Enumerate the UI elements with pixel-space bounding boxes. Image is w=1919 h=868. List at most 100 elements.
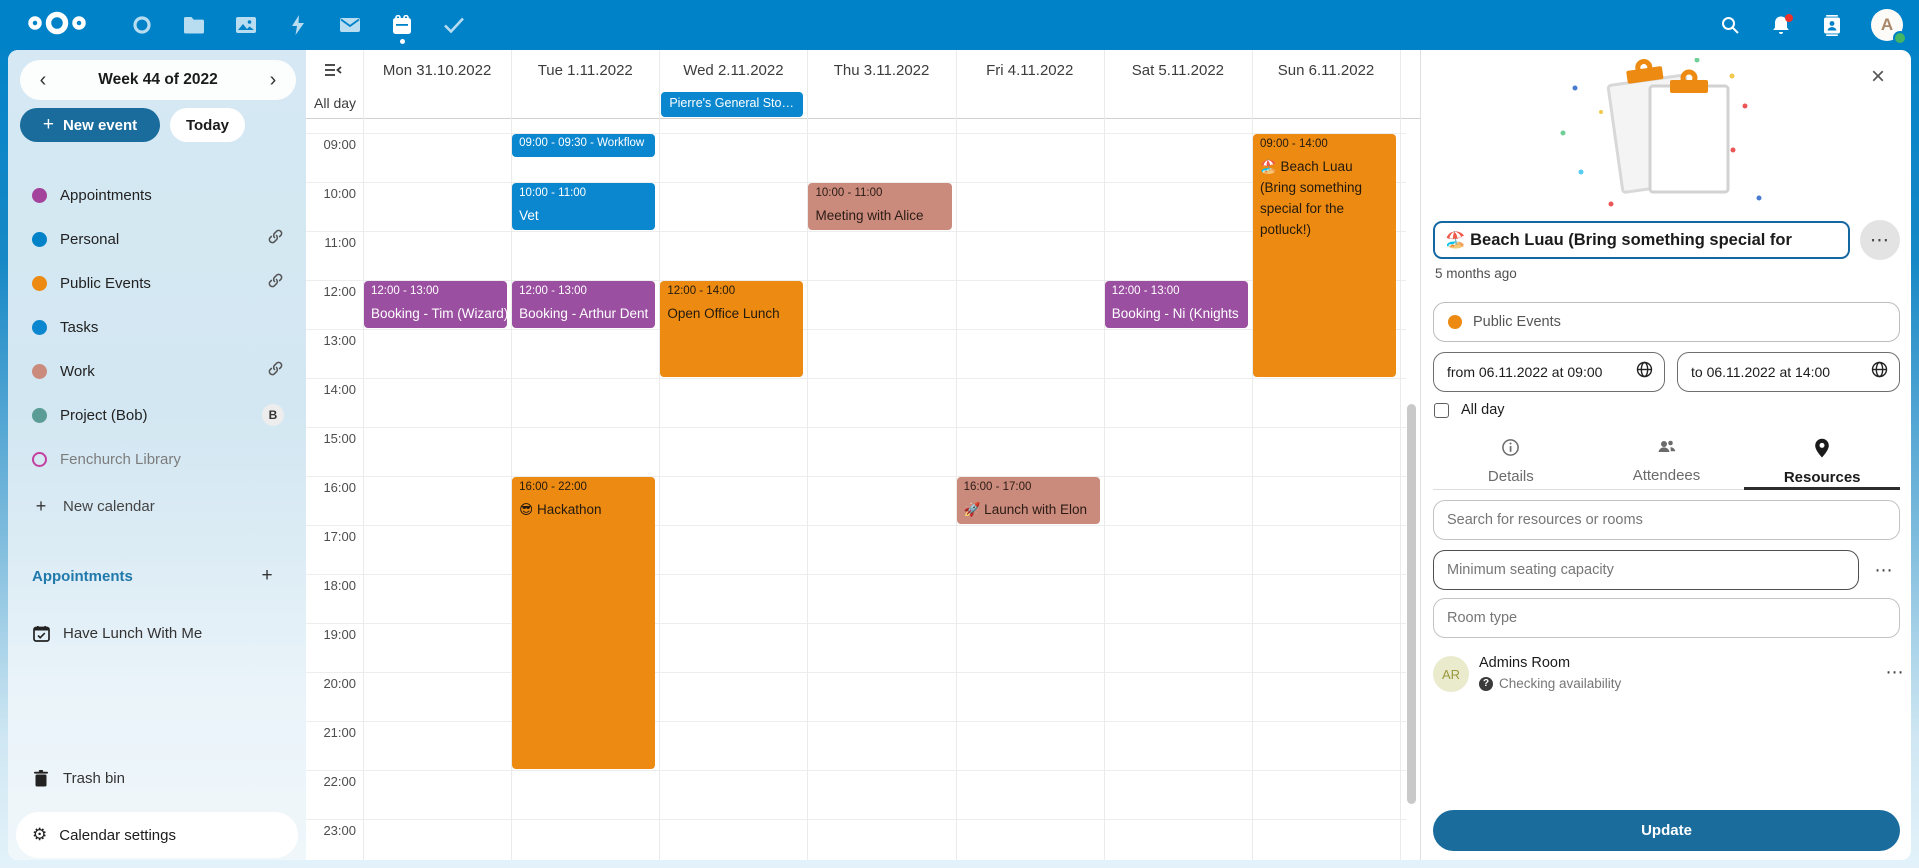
nextcloud-logo[interactable] [26,10,88,41]
day-header: Sat 5.11.2022 [1131,61,1225,79]
sidebar-calendar-project-bob-[interactable]: Project (Bob) B [8,393,306,437]
resource-search-input[interactable] [1433,500,1900,540]
calendar-list: Appointments Personal Public Events Tasks Wo… [8,173,306,481]
appointment-item-have-lunch-with-me[interactable]: Have Lunch With Me [8,611,306,655]
event-actions-menu-button[interactable]: ⋯ [1860,220,1900,260]
mail-icon[interactable] [338,13,362,37]
calendar-label: Fenchurch Library [60,450,181,468]
time-label: 18:00 [323,578,356,593]
grid-column-line [1103,50,1105,860]
timezone-globe-icon[interactable] [1636,361,1653,383]
all-day-checkbox-label: All day [1461,402,1505,418]
share-link-icon[interactable] [267,228,284,250]
event-time: 12:00 - 13:00 [1111,285,1180,297]
hour-line [306,623,1406,624]
calendar-settings-label: Calendar settings [59,826,176,844]
update-button[interactable]: Update [1433,810,1900,851]
calendar-event[interactable]: 12:00 - 13:00 Booking - Ni (Knights [1104,281,1248,328]
event-title-input[interactable] [1433,221,1850,259]
photos-icon[interactable] [234,13,258,37]
calendar-settings-button[interactable]: ⚙ Calendar settings [16,812,298,858]
calendar-event[interactable]: 10:00 - 11:00 Vet [512,183,656,230]
tasks-icon[interactable] [442,13,466,37]
timezone-globe-icon[interactable] [1871,361,1888,383]
contacts-icon[interactable] [1820,13,1844,37]
resource-menu-button[interactable]: ⋯ [1885,661,1905,682]
calendar-picker[interactable]: Public Events [1433,302,1900,342]
activity-icon[interactable] [286,13,310,37]
time-label: 11:00 [324,235,356,250]
checkbox-box[interactable] [1434,402,1449,418]
next-week-button[interactable]: › [269,68,277,91]
calendar-color-ring [32,451,47,467]
calendar-event[interactable]: 09:00 - 14:00 🏖️ Beach Luau (Bring someth… [1252,134,1397,377]
all-day-event[interactable]: Pierre's General Stor… [661,92,804,117]
calendar-icon[interactable] [390,13,414,44]
question-icon: ? [1479,676,1493,691]
day-header: Fri 4.11.2022 [986,61,1074,79]
close-icon[interactable]: × [1870,63,1885,90]
calendar-label: Work [60,362,95,380]
calendar-event[interactable]: 12:00 - 14:00 Open Office Lunch [660,281,804,377]
calendar-label: Appointments [60,186,152,204]
calendar-event[interactable]: 16:00 - 17:00 🚀 Launch with Elon [956,477,1100,524]
appointments-section-header: Appointments + [32,565,282,587]
calendar-event[interactable]: 10:00 - 11:00 Meeting with Alice [808,183,952,230]
day-header: Wed 2.11.2022 [683,61,784,79]
add-appointment-button[interactable]: + [261,565,273,586]
end-date-field[interactable]: to 06.11.2022 at 14:00 [1677,352,1900,392]
hour-line [306,770,1406,771]
files-icon[interactable] [182,13,206,37]
new-event-button[interactable]: + New event [20,108,160,142]
start-date-field[interactable]: from 06.11.2022 at 09:00 [1433,352,1665,392]
event-title-row: ⋯ [1433,220,1900,260]
grid-column-line [511,50,513,860]
new-calendar-label: New calendar [63,497,155,515]
seating-options-menu-button[interactable]: ⋯ [1874,559,1894,580]
tab-label: Attendees [1632,467,1701,484]
hour-line [306,182,1406,183]
calendar-event[interactable]: 09:00 - 09:30 - Workflow [512,134,656,157]
time-label: 15:00 [323,431,356,446]
tab-details[interactable]: Details [1433,432,1589,489]
previous-week-button[interactable]: ‹ [39,68,47,91]
time-label: 13:00 [323,333,356,348]
event-title: 🏖️ Beach Luau (Bring something special f… [1259,159,1363,237]
calendar-event[interactable]: 16:00 - 22:00 😎 Hackathon [512,477,656,769]
tab-attendees[interactable]: Attendees [1589,432,1745,489]
share-link-icon[interactable] [267,272,284,294]
today-button[interactable]: Today [170,108,245,142]
avatar[interactable]: A [1871,9,1907,45]
seating-capacity-input[interactable] [1433,550,1859,590]
sidebar-calendar-public-events[interactable]: Public Events [8,261,306,305]
info-icon [1501,438,1520,461]
resource-name: Admins Room [1479,655,1571,671]
location-pin-icon [1814,438,1830,462]
resource-row[interactable]: AR Admins Room ? Checking availability ⋯ [1433,652,1904,702]
sidebar-calendar-tasks[interactable]: Tasks [8,305,306,349]
collapse-all-day-icon[interactable] [324,62,342,83]
hour-line [306,133,1406,134]
calendar-event[interactable]: 12:00 - 13:00 Booking - Arthur Dent [512,281,656,328]
event-details-panel: × ⋯ [1420,50,1911,860]
sidebar-calendar-appointments[interactable]: Appointments [8,173,306,217]
dashboard-icon[interactable] [130,13,154,37]
calendar-event[interactable]: 12:00 - 13:00 Booking - Tim (Wizard) [364,281,508,328]
trash-bin-button[interactable]: Trash bin [8,756,306,800]
sidebar-calendar-work[interactable]: Work [8,349,306,393]
tab-resources[interactable]: Resources [1744,432,1900,490]
calendar-color-dot [32,187,47,203]
room-type-input[interactable] [1433,598,1900,638]
calendar-color-dot [1448,315,1462,329]
sidebar-calendar-personal[interactable]: Personal [8,217,306,261]
search-icon[interactable] [1718,13,1742,37]
all-day-checkbox[interactable]: All day [1434,402,1505,418]
share-link-icon[interactable] [267,360,284,382]
grid-scrollbar[interactable] [1407,404,1416,804]
notifications-bell-icon[interactable] [1769,13,1793,37]
new-calendar-button[interactable]: + New calendar [8,484,306,528]
sidebar-calendar-fenchurch-library[interactable]: Fenchurch Library [8,437,306,481]
grid-column-line [659,50,661,860]
time-label: 17:00 [323,529,356,544]
notification-badge [1785,14,1793,22]
